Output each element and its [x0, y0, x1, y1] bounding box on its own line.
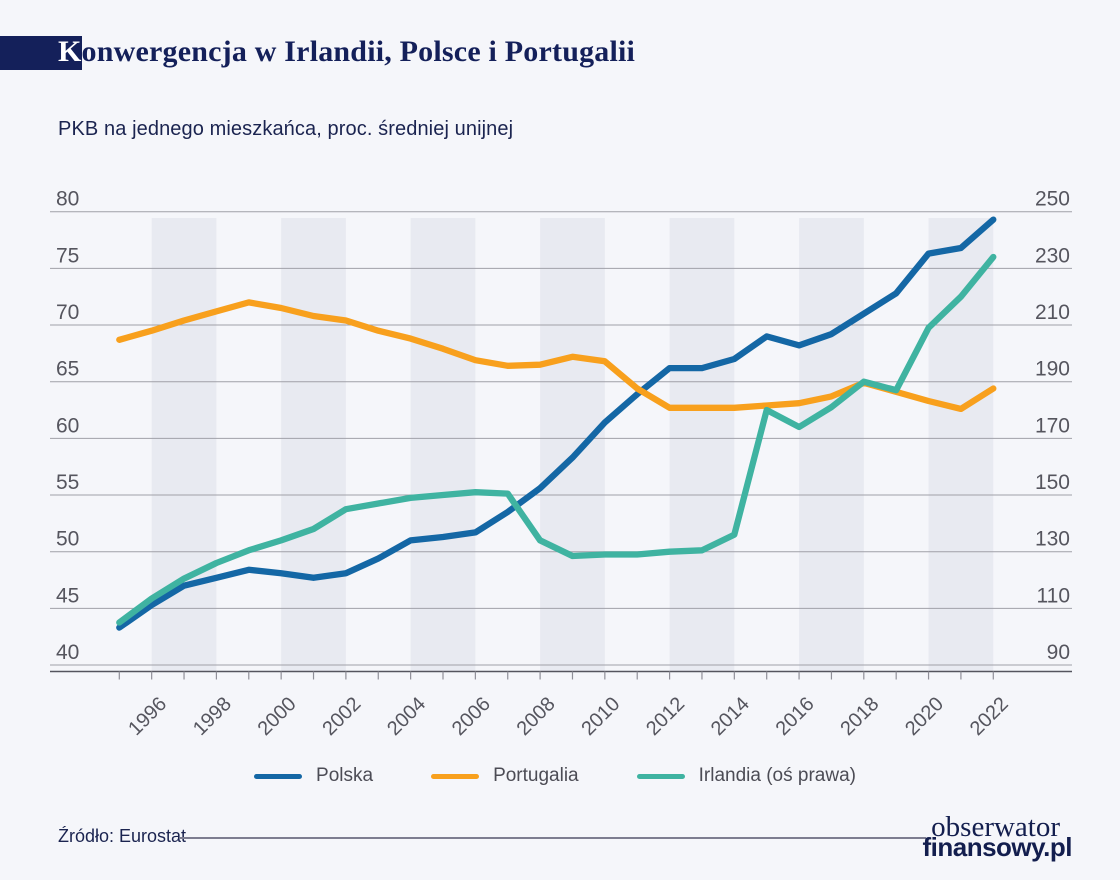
- title-accent-block: [0, 36, 82, 70]
- y-axis-label-right: 110: [1037, 584, 1070, 607]
- x-axis-label: 2022: [966, 693, 1013, 740]
- y-axis-label-left: 60: [56, 414, 79, 437]
- background-band: [928, 218, 994, 672]
- legend-label: Polska: [316, 765, 374, 786]
- footer-divider: [180, 837, 926, 839]
- background-band: [281, 218, 346, 672]
- legend-swatch: [431, 773, 480, 779]
- x-axis-label: 2004: [383, 693, 430, 740]
- y-axis-label-left: 65: [56, 358, 79, 381]
- background-band: [540, 218, 605, 672]
- y-axis-label-right: 250: [1035, 188, 1070, 211]
- series-line-portugalia: [116, 299, 997, 413]
- series-line-polska: [116, 216, 997, 631]
- legend-item: Irlandia (oś prawa): [636, 765, 856, 787]
- background-band: [669, 218, 735, 672]
- legend-item: Polska: [254, 765, 373, 787]
- y-axis-label-left: 80: [56, 188, 79, 211]
- y-axis-label-left: 75: [56, 244, 79, 267]
- legend-label: Portugalia: [493, 765, 579, 786]
- chart-subtitle: PKB na jednego mieszkańca, proc. średnie…: [58, 118, 514, 140]
- x-axis-label: 2006: [448, 693, 495, 740]
- y-axis-label-right: 90: [1047, 641, 1070, 664]
- y-axis-label-right: 170: [1035, 414, 1070, 437]
- x-axis-label: 1996: [124, 693, 171, 740]
- x-axis-label: 2008: [513, 693, 560, 740]
- page-title-initial: K: [58, 35, 82, 68]
- page-title-rest: onwergencja w Irlandii, Polsce i Portuga…: [81, 35, 636, 68]
- y-axis-label-left: 50: [56, 528, 79, 551]
- source-note: Źródło: Eurostat: [58, 826, 187, 846]
- y-axis-label-right: 130: [1035, 528, 1070, 551]
- x-axis-label: 2016: [772, 693, 819, 740]
- y-axis-label-right: 150: [1035, 471, 1070, 494]
- y-axis-label-right: 190: [1035, 358, 1070, 381]
- y-axis-label-right: 230: [1035, 244, 1070, 267]
- legend-label: Irlandia (oś prawa): [698, 765, 856, 786]
- y-axis-label-left: 55: [56, 471, 79, 494]
- x-axis-label: 2014: [707, 693, 754, 740]
- x-axis-label: 2000: [254, 693, 301, 740]
- x-axis-label: 2020: [901, 693, 948, 740]
- y-axis-label-left: 45: [56, 584, 79, 607]
- y-axis-label-left: 70: [56, 301, 79, 324]
- x-axis-label: 2010: [577, 693, 624, 740]
- page-title: Konwergencja w Irlandii, Polsce i Portug…: [58, 33, 635, 71]
- x-axis-label: 1998: [189, 693, 236, 740]
- y-axis-label-right: 210: [1035, 301, 1070, 324]
- legend-item: Portugalia: [431, 765, 579, 787]
- legend-swatch: [254, 773, 303, 779]
- logo-obserwator: obserwator: [931, 811, 1060, 843]
- chart-legend: Polska Portugalia Irlandia (oś prawa): [50, 761, 1060, 791]
- y-axis-label-left: 40: [56, 641, 79, 664]
- x-axis-label: 2018: [836, 693, 883, 740]
- background-band: [410, 218, 476, 672]
- legend-swatch: [636, 773, 685, 779]
- logo-finansowy: finansowy.pl: [922, 832, 1072, 862]
- x-axis-label: 2012: [642, 693, 689, 740]
- series-line-irlandia-o-prawa: [116, 253, 997, 626]
- background-band: [799, 218, 864, 672]
- x-axis-label: 2002: [318, 693, 365, 740]
- background-band: [151, 218, 217, 672]
